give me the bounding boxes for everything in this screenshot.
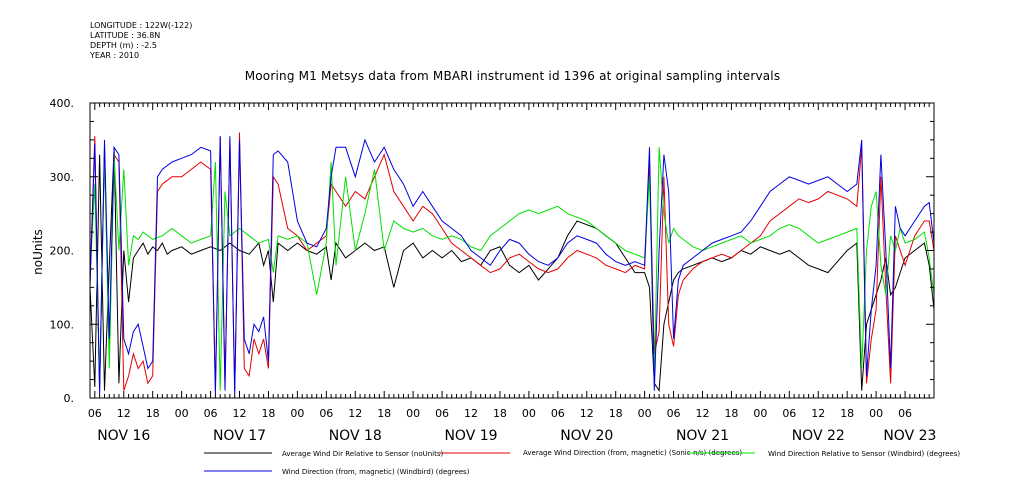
x-tick-label: 18 xyxy=(493,407,507,420)
x-tick-label: 12 xyxy=(117,407,131,420)
x-tick-label: 06 xyxy=(782,407,796,420)
plot-lines xyxy=(89,132,935,395)
y-tick-label: 100. xyxy=(50,318,75,331)
metadata-block: LONGITUDE : 122W(-122) LATITUDE : 36.8N … xyxy=(90,21,192,61)
y-axis-label: noUnits xyxy=(31,229,45,275)
x-tick-label: 06 xyxy=(551,407,565,420)
x-tick-label: 00 xyxy=(638,407,652,420)
x-tick-label: 12 xyxy=(811,407,825,420)
x-tick-label: 18 xyxy=(146,407,160,420)
legend: Average Wind Dir Relative to Sensor (noU… xyxy=(204,449,960,476)
axis-layer: 0. 100. 200. 300. 400. 06 12 18 00 06 12 18 00 06 12 18… xyxy=(50,97,937,444)
x-tick-label: 00 xyxy=(753,407,767,420)
legend-label-black: Average Wind Dir Relative to Sensor (noU… xyxy=(282,450,443,458)
depth-text: DEPTH (m) : -2.5 xyxy=(90,41,157,50)
x-tick-label: 06 xyxy=(667,407,681,420)
x-tick-label: 12 xyxy=(233,407,247,420)
x-tick-label: 00 xyxy=(290,407,304,420)
x-tick-label: 00 xyxy=(522,407,536,420)
x-tick-label: 18 xyxy=(261,407,275,420)
y-tick-label: 400. xyxy=(50,97,75,110)
x-tick-label: 12 xyxy=(348,407,362,420)
x-day-label: NOV 19 xyxy=(444,428,497,444)
x-day-label: NOV 20 xyxy=(560,428,613,444)
x-tick-label: 06 xyxy=(319,407,333,420)
y-tick-label: 0. xyxy=(64,392,75,405)
x-tick-label: 00 xyxy=(175,407,189,420)
x-day-label: NOV 23 xyxy=(883,428,936,444)
x-tick-label: 18 xyxy=(724,407,738,420)
x-tick-label: 12 xyxy=(696,407,710,420)
series-line-3 xyxy=(89,147,935,391)
x-tick-label: 00 xyxy=(869,407,883,420)
x-tick-label: 00 xyxy=(406,407,420,420)
x-tick-label: 12 xyxy=(580,407,594,420)
year-text: YEAR : 2010 xyxy=(90,51,140,60)
series-line-2 xyxy=(89,132,935,391)
latitude-text: LATITUDE : 36.8N xyxy=(90,31,161,40)
x-tick-label: 18 xyxy=(840,407,854,420)
x-tick-label: 06 xyxy=(435,407,449,420)
x-day-label: NOV 22 xyxy=(792,428,845,444)
y-tick-label: 300. xyxy=(50,171,75,184)
longitude-text: LONGITUDE : 122W(-122) xyxy=(90,21,193,30)
x-tick-label: 18 xyxy=(609,407,623,420)
x-day-label: NOV 21 xyxy=(676,428,729,444)
legend-label-green: Wind Direction Relative to Sensor (Windb… xyxy=(768,450,960,458)
x-tick-label: 12 xyxy=(464,407,478,420)
x-day-label: NOV 18 xyxy=(329,428,382,444)
series-line-1 xyxy=(89,147,935,393)
legend-label-red: Average Wind Direction (from, magnetic) … xyxy=(523,449,742,457)
x-day-label: NOV 16 xyxy=(97,428,150,444)
x-tick-label: 06 xyxy=(204,407,218,420)
legend-label-blue: Wind Direction (from, magnetic) (Windbir… xyxy=(282,468,470,476)
chart-title: Mooring M1 Metsys data from MBARI instru… xyxy=(244,69,781,83)
x-tick-label: 18 xyxy=(377,407,391,420)
x-tick-label: 06 xyxy=(898,407,912,420)
series-line-4 xyxy=(89,136,935,395)
x-tick-label: 06 xyxy=(88,407,102,420)
x-day-label: NOV 17 xyxy=(213,428,266,444)
y-tick-label: 200. xyxy=(50,245,75,258)
